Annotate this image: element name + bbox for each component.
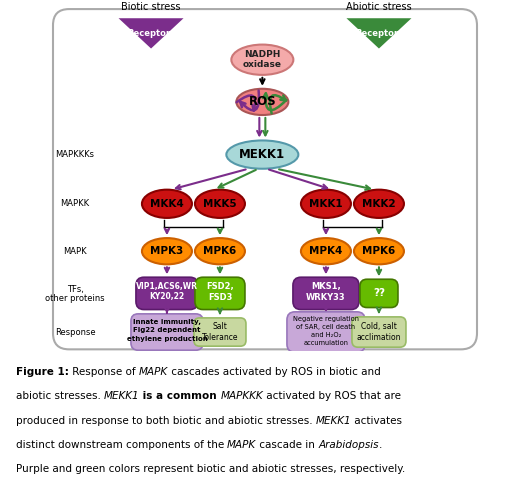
Text: MKS1,: MKS1, bbox=[311, 282, 341, 291]
Ellipse shape bbox=[142, 238, 192, 264]
Text: MPK6: MPK6 bbox=[204, 246, 236, 256]
Text: Receptors: Receptors bbox=[355, 29, 403, 38]
Text: Cold, salt: Cold, salt bbox=[361, 323, 397, 331]
Text: activated by ROS that are: activated by ROS that are bbox=[263, 391, 401, 401]
Ellipse shape bbox=[236, 89, 288, 115]
Text: MKK2: MKK2 bbox=[362, 199, 396, 209]
Text: MEKK1: MEKK1 bbox=[104, 391, 139, 401]
Text: MKK4: MKK4 bbox=[150, 199, 184, 209]
Text: MPK3: MPK3 bbox=[151, 246, 183, 256]
FancyBboxPatch shape bbox=[195, 277, 245, 309]
Text: MEKK1: MEKK1 bbox=[315, 415, 351, 426]
Text: Response of: Response of bbox=[68, 367, 138, 377]
Text: oxidase: oxidase bbox=[243, 61, 282, 69]
Text: distinct downstream components of the: distinct downstream components of the bbox=[16, 440, 227, 450]
Text: Salt: Salt bbox=[213, 323, 227, 331]
Text: KY20,22: KY20,22 bbox=[149, 292, 184, 301]
Text: Figure 1:: Figure 1: bbox=[16, 367, 68, 377]
Text: MAPK: MAPK bbox=[138, 367, 167, 377]
FancyBboxPatch shape bbox=[360, 279, 398, 307]
FancyBboxPatch shape bbox=[293, 277, 359, 309]
Polygon shape bbox=[347, 18, 411, 48]
Text: Abiotic stress: Abiotic stress bbox=[346, 2, 412, 12]
Text: WRKY33: WRKY33 bbox=[306, 293, 346, 302]
Text: MKK5: MKK5 bbox=[203, 199, 237, 209]
Text: Negative regulation: Negative regulation bbox=[293, 316, 359, 322]
Text: abiotic stresses.: abiotic stresses. bbox=[16, 391, 104, 401]
Ellipse shape bbox=[301, 190, 351, 218]
Text: MAPKKKs: MAPKKKs bbox=[56, 150, 94, 159]
Polygon shape bbox=[119, 18, 183, 48]
FancyBboxPatch shape bbox=[352, 317, 406, 347]
FancyBboxPatch shape bbox=[287, 312, 365, 352]
Text: other proteins: other proteins bbox=[45, 294, 105, 303]
Text: Flg22 dependent: Flg22 dependent bbox=[133, 327, 201, 333]
Text: FSD2,: FSD2, bbox=[206, 282, 234, 291]
Text: Innate immunity,: Innate immunity, bbox=[133, 319, 201, 325]
FancyBboxPatch shape bbox=[53, 9, 477, 349]
Text: ??: ?? bbox=[373, 288, 385, 298]
Text: cascades activated by ROS in biotic and: cascades activated by ROS in biotic and bbox=[167, 367, 381, 377]
Text: MEKK1: MEKK1 bbox=[239, 148, 286, 161]
Text: Response: Response bbox=[55, 327, 95, 337]
Ellipse shape bbox=[354, 190, 404, 218]
Text: MAPKK: MAPKK bbox=[60, 199, 90, 208]
Text: MAPK: MAPK bbox=[63, 247, 87, 256]
Text: and H₂O₂: and H₂O₂ bbox=[311, 332, 341, 338]
Text: Arabidopsis: Arabidopsis bbox=[319, 440, 379, 450]
Ellipse shape bbox=[195, 190, 245, 218]
Text: ROS: ROS bbox=[249, 95, 276, 108]
Text: ethylene production: ethylene production bbox=[127, 336, 207, 342]
FancyBboxPatch shape bbox=[131, 314, 203, 350]
Text: acclimation: acclimation bbox=[357, 333, 401, 342]
Text: MAPK: MAPK bbox=[227, 440, 257, 450]
Text: Receptors: Receptors bbox=[127, 29, 175, 38]
Text: FSD3: FSD3 bbox=[208, 293, 232, 302]
Ellipse shape bbox=[195, 238, 245, 264]
Text: VIP1,ACS6,WR: VIP1,ACS6,WR bbox=[136, 282, 198, 291]
Text: .: . bbox=[379, 440, 382, 450]
Text: Purple and green colors represent biotic and abiotic stresses, respectively.: Purple and green colors represent biotic… bbox=[16, 464, 405, 474]
Text: TFs,: TFs, bbox=[67, 285, 83, 294]
Ellipse shape bbox=[232, 44, 293, 75]
Ellipse shape bbox=[142, 190, 192, 218]
Ellipse shape bbox=[301, 238, 351, 264]
Text: of SAR, cell death: of SAR, cell death bbox=[296, 324, 356, 330]
Ellipse shape bbox=[226, 141, 298, 169]
Text: Tolerance: Tolerance bbox=[202, 333, 238, 342]
FancyBboxPatch shape bbox=[194, 318, 246, 346]
Text: activates: activates bbox=[351, 415, 402, 426]
Text: MPK6: MPK6 bbox=[363, 246, 395, 256]
Text: Biotic stress: Biotic stress bbox=[121, 2, 181, 12]
Text: accumulation: accumulation bbox=[304, 340, 348, 346]
Text: produced in response to both biotic and abiotic stresses.: produced in response to both biotic and … bbox=[16, 415, 315, 426]
FancyBboxPatch shape bbox=[136, 277, 198, 309]
Text: MPK4: MPK4 bbox=[310, 246, 342, 256]
Text: cascade in: cascade in bbox=[257, 440, 319, 450]
Text: MKK1: MKK1 bbox=[309, 199, 343, 209]
Text: is a common: is a common bbox=[139, 391, 220, 401]
Text: NADPH: NADPH bbox=[244, 50, 280, 59]
Ellipse shape bbox=[354, 238, 404, 264]
Text: MAPKKK: MAPKKK bbox=[220, 391, 263, 401]
